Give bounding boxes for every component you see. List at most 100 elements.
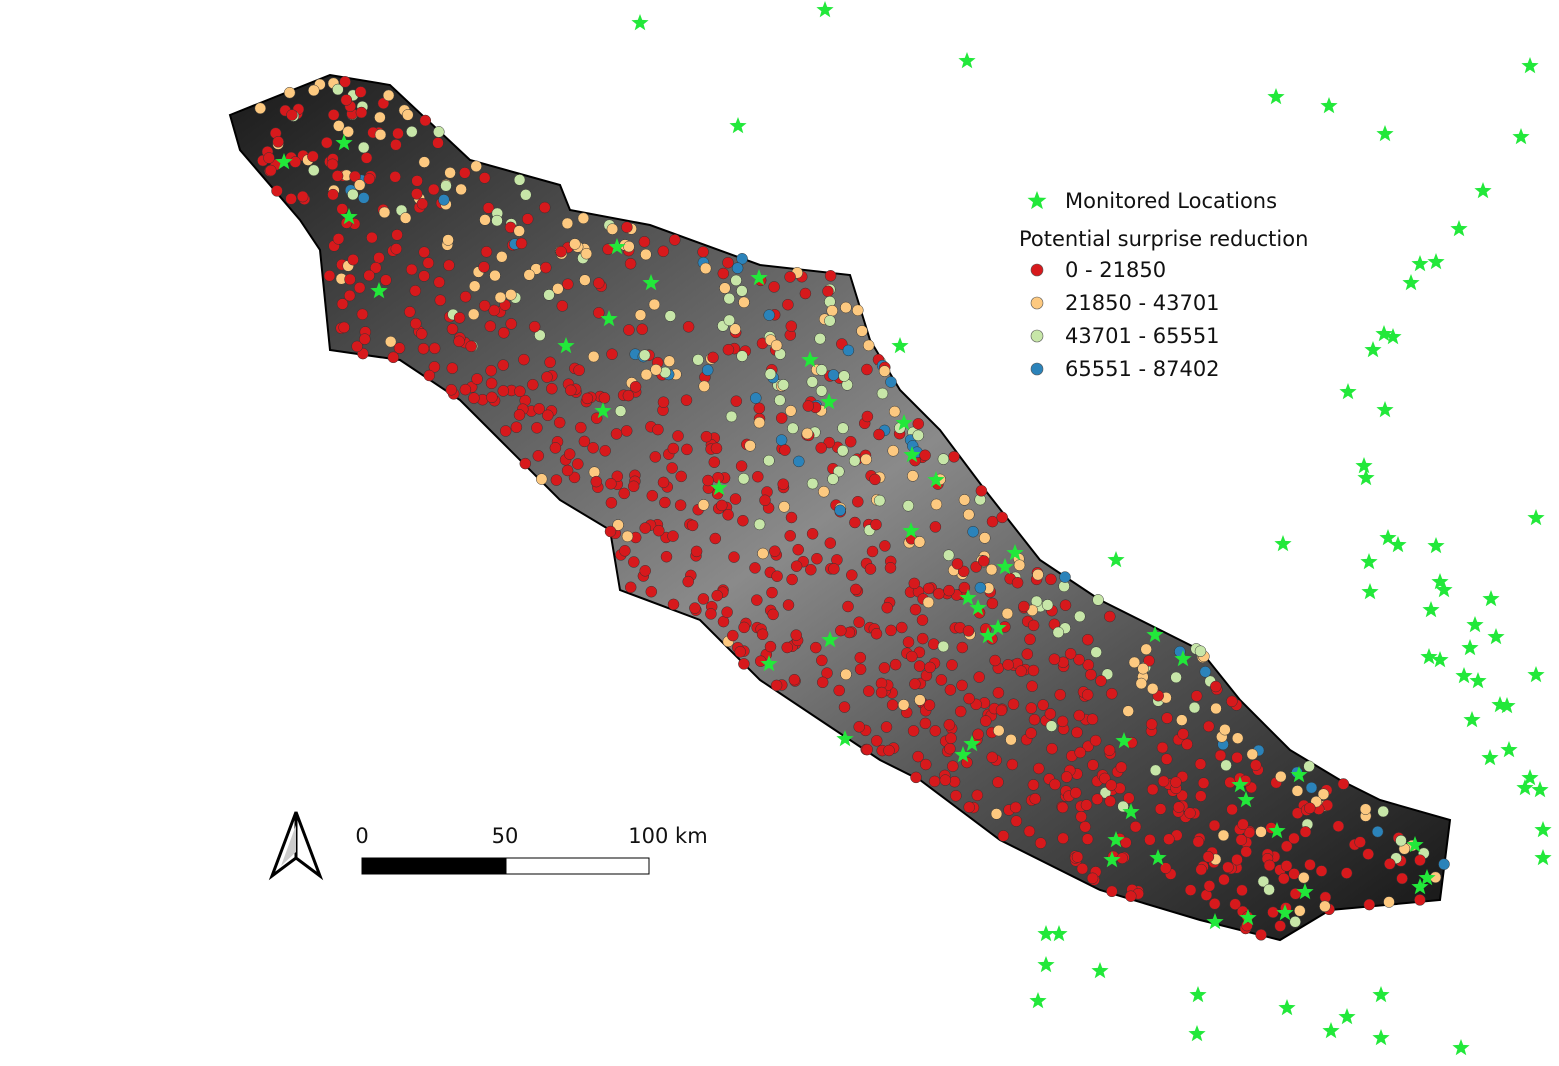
site-point [321,137,332,148]
site-point [785,271,796,282]
site-point [957,642,968,653]
site-point [750,562,761,573]
site-point [708,352,719,363]
site-point [1195,646,1206,657]
site-point [599,392,610,403]
site-point [1294,905,1305,916]
site-point [574,365,585,376]
site-point [886,625,897,636]
site-point [751,595,762,606]
site-point [778,379,789,390]
site-point [1057,802,1068,813]
monitored-star [1339,383,1356,399]
site-point [811,553,822,564]
site-point [945,684,956,695]
site-point [810,642,821,653]
site-point [963,509,974,520]
site-point [1241,846,1252,857]
site-point [498,385,509,396]
site-point [732,263,743,274]
legend-label: 21850 - 43701 [1065,291,1220,315]
monitored-star [1360,553,1377,569]
site-point [1033,569,1044,580]
site-point [625,258,636,269]
site-point [527,379,538,390]
site-point [1341,868,1352,879]
site-point [973,729,984,740]
site-point [920,450,931,461]
site-point [578,213,589,224]
site-point [913,751,924,762]
site-point [865,564,876,575]
site-point [938,454,949,465]
site-point [862,744,873,755]
site-point [691,546,702,557]
site-point [727,630,738,641]
site-point [998,830,1009,841]
site-point [1125,891,1136,902]
site-point [429,343,440,354]
site-point [479,300,490,311]
site-point [816,365,827,376]
site-point [789,674,800,685]
site-point [456,184,467,195]
site-point [913,418,924,429]
site-point [736,461,747,472]
site-point [874,429,885,440]
site-point [771,340,782,351]
site-point [1093,594,1104,605]
site-point [640,565,651,576]
site-point [1189,702,1200,713]
site-point [514,174,525,185]
site-point [466,341,477,352]
site-point [889,406,900,417]
site-point [968,526,979,537]
site-point [589,467,600,478]
site-point [1047,743,1058,754]
monitored-star [1534,821,1551,837]
site-point [356,107,367,118]
site-point [1150,765,1161,776]
site-point [619,488,630,499]
site-point [816,655,827,666]
site-point [874,495,885,506]
site-point [390,139,401,150]
site-point [839,702,850,713]
site-point [607,224,618,235]
site-point [765,369,776,380]
site-point [1226,696,1237,707]
site-point [661,551,672,562]
site-point [1176,715,1187,726]
site-point [914,536,925,547]
site-point [308,165,319,176]
site-point [879,366,890,377]
site-point [1028,665,1039,676]
site-point [492,215,503,226]
monitored-star [1469,672,1486,688]
legend-star-label: Monitored Locations [1065,189,1277,213]
site-point [394,343,405,354]
site-point [1025,634,1036,645]
site-point [1439,859,1450,870]
site-point [980,716,991,727]
site-point [774,395,785,406]
site-point [750,393,761,404]
site-point [845,436,856,447]
monitored-star [1029,992,1046,1008]
site-point [723,344,734,355]
site-point [931,499,942,510]
site-point [542,372,553,383]
site-point [1397,873,1408,884]
site-point [1045,574,1056,585]
site-point [1250,760,1261,771]
site-point [486,378,497,389]
site-point [1232,854,1243,865]
site-point [731,275,742,286]
site-point [852,305,863,316]
site-point [1333,821,1344,832]
site-point [520,189,531,200]
site-point [500,426,511,437]
site-point [987,598,998,609]
site-point [328,189,339,200]
site-point [388,352,399,363]
